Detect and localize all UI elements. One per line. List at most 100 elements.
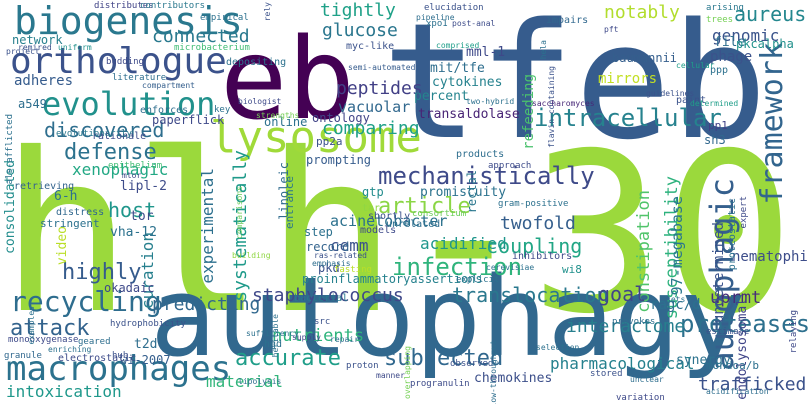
- word: intracellular: [534, 104, 722, 132]
- word: src: [314, 317, 331, 327]
- word: infection: [392, 253, 523, 281]
- word: genomic: [712, 26, 780, 45]
- word: cerevisiae: [486, 263, 535, 272]
- word: progranulin: [410, 379, 470, 389]
- word: tfeb: [382, 0, 768, 175]
- word: granule: [4, 351, 42, 361]
- word: pipeline: [416, 13, 455, 22]
- word: sets: [666, 295, 686, 304]
- word: framework: [755, 42, 790, 205]
- word: impairs: [546, 15, 589, 26]
- word: hlh-30: [0, 106, 795, 362]
- word: trafficked: [698, 374, 807, 395]
- word: tar: [362, 203, 381, 214]
- word: mirrors: [598, 71, 658, 87]
- word: evolutionarily: [56, 129, 132, 139]
- word: enforces: [140, 105, 189, 116]
- word: acidified: [420, 234, 507, 253]
- word: building: [232, 251, 271, 260]
- word: explicit: [456, 275, 500, 285]
- word: aureus: [734, 2, 807, 26]
- word: curation: [138, 232, 157, 310]
- word: strengths: [256, 111, 300, 120]
- word: hgd: [264, 339, 283, 350]
- word: intoxication: [6, 382, 122, 401]
- word: two-hybrid: [466, 97, 515, 106]
- word: video: [55, 226, 70, 266]
- word: heritable: [271, 314, 280, 358]
- word: cemm: [330, 236, 369, 255]
- word: low-throughput: [489, 340, 498, 404]
- word: myc-like: [346, 41, 395, 52]
- word: provokes: [612, 317, 656, 327]
- word: uniform: [58, 43, 92, 52]
- word: examples: [27, 306, 36, 345]
- word: comparisons: [235, 186, 244, 239]
- word: estimate: [706, 327, 750, 337]
- word: distress: [56, 207, 105, 218]
- word: baumannii: [612, 51, 678, 65]
- word: trees: [706, 15, 734, 25]
- word: predicting: [152, 294, 261, 315]
- word: sh3: [704, 133, 726, 147]
- word: acidification: [706, 387, 769, 396]
- word: approach: [488, 161, 532, 171]
- word: expert: [739, 196, 749, 229]
- word: cytokines: [432, 75, 503, 90]
- word: wi8: [562, 263, 582, 276]
- word: uprmt: [710, 288, 762, 308]
- word: epithelium: [108, 161, 163, 171]
- word: cellular: [676, 61, 715, 70]
- word: paint: [676, 95, 707, 106]
- word: project: [6, 47, 40, 56]
- word: nutrients: [272, 326, 365, 346]
- word: inhibitors: [512, 251, 573, 262]
- word: gram-positive: [498, 199, 569, 209]
- word: staphylococcus: [252, 285, 404, 306]
- word: evolution: [42, 85, 216, 123]
- word: hydrophobicity: [110, 319, 186, 329]
- word: prompting: [306, 153, 372, 167]
- word: als-afflicted: [5, 114, 15, 185]
- word: highly: [62, 260, 142, 285]
- word: key: [214, 105, 231, 115]
- word: endolysosomal: [735, 298, 750, 400]
- word: step: [304, 225, 333, 239]
- word: saccharomyces: [532, 99, 595, 108]
- word: chemokines: [474, 371, 553, 386]
- word: orthologue: [10, 41, 227, 82]
- word: observed: [450, 359, 494, 369]
- word: experimental: [198, 168, 217, 284]
- word: stored: [590, 369, 623, 379]
- word: rectal: [465, 170, 479, 214]
- word: 6-h: [54, 189, 78, 204]
- word: undetermined: [711, 222, 727, 324]
- word: guidelines: [646, 89, 695, 98]
- word: contributors: [140, 1, 206, 11]
- word: depositing: [226, 57, 287, 68]
- word: eb: [220, 15, 355, 145]
- word: electrostatic: [58, 353, 137, 364]
- word: proteases: [680, 310, 808, 338]
- word: notably: [604, 2, 680, 23]
- word: okadaic: [104, 281, 155, 295]
- word: acinetobacter: [330, 212, 448, 230]
- word: 97-megabase: [668, 196, 686, 296]
- word: ppp: [710, 65, 729, 76]
- word: t2d: [134, 337, 158, 352]
- word: pharmacological: [550, 354, 695, 373]
- word: subjected: [384, 346, 504, 371]
- word: variation: [616, 393, 665, 403]
- word: tightly: [320, 0, 396, 21]
- word: synergy: [676, 353, 731, 368]
- word: compartment: [142, 81, 195, 90]
- word: vacuolar: [338, 98, 411, 116]
- word: mondoa/b: [706, 359, 759, 372]
- word: post-anal: [452, 19, 496, 28]
- word: sufficiency: [246, 329, 299, 338]
- word: proinflammatoryassertions: [302, 272, 483, 286]
- word: adheres: [14, 73, 74, 89]
- word: products: [456, 149, 505, 160]
- word: percent: [414, 89, 469, 104]
- word: pkd: [318, 261, 340, 275]
